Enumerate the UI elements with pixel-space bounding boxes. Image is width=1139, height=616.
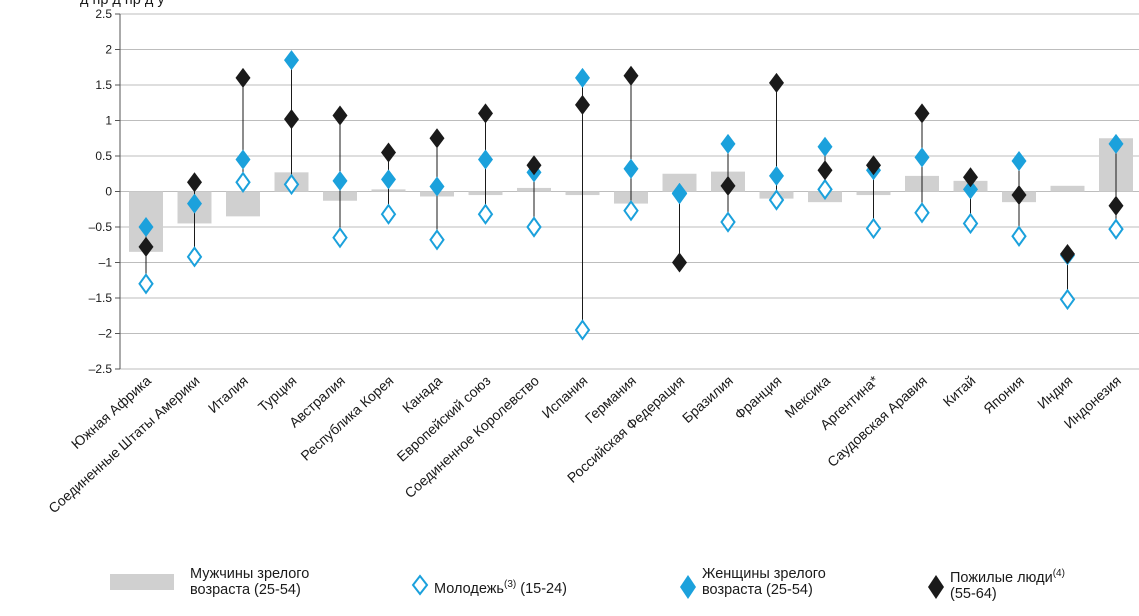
youth-point	[429, 229, 445, 251]
women-point	[478, 149, 493, 170]
women-point	[575, 67, 590, 88]
elderly-point	[429, 128, 445, 149]
elderly-point	[963, 167, 978, 188]
x-tick-label: Канада	[399, 372, 445, 416]
x-tick-label: Республика Корея	[297, 372, 396, 463]
elderly-point	[769, 72, 784, 93]
legend-label-elderly: Пожилые люди(4) (55-64)	[950, 568, 1065, 602]
y-tick-label: 2	[105, 43, 112, 57]
x-tick-label: Турция	[255, 372, 300, 415]
elderly-point	[575, 94, 590, 115]
legend-item-youth: Молодежь(3) (15-24)	[410, 566, 567, 597]
elderly-point	[235, 67, 251, 88]
open-diamond-icon	[411, 574, 429, 596]
youth-point	[623, 199, 639, 222]
elderly-point	[623, 65, 639, 86]
y-tick-label: 0.5	[95, 149, 112, 163]
women-point	[914, 147, 930, 168]
black-diamond-icon	[928, 575, 944, 599]
x-tick-label: Китай	[940, 372, 979, 409]
youth-point	[1011, 225, 1027, 247]
elderly-point	[1011, 185, 1027, 206]
youth-point	[865, 217, 882, 240]
y-tick-label: –2	[99, 327, 113, 341]
youth-point	[817, 178, 833, 201]
youth-point	[138, 273, 154, 295]
youth-point	[380, 203, 397, 225]
women-point	[381, 169, 396, 190]
youth-point	[720, 211, 736, 233]
youth-point	[914, 202, 930, 224]
elderly-point	[866, 155, 881, 176]
elderly-point	[138, 236, 154, 257]
women-point	[963, 179, 978, 200]
x-tick-label: Италия	[205, 372, 251, 416]
caption-fragment: д пр д пр д у	[80, 0, 165, 8]
y-tick-label: 2.5	[95, 7, 112, 21]
youth-point	[574, 319, 591, 341]
women-point	[1011, 150, 1027, 171]
elderly-point	[187, 172, 202, 193]
legend-item-men: Мужчины зрелого возраста (25-54)	[110, 566, 309, 598]
youth-point	[186, 246, 203, 268]
elderly-point	[914, 103, 930, 124]
legend-swatch-men	[110, 574, 174, 590]
legend-item-elderly: Пожилые люди(4) (55-64)	[926, 566, 1065, 602]
youth-point	[1059, 288, 1076, 311]
y-tick-label: –0.5	[89, 220, 113, 234]
youth-point	[526, 216, 542, 238]
women-point	[672, 182, 687, 203]
youth-point	[283, 173, 300, 196]
y-tick-label: –1.5	[89, 291, 113, 305]
x-tick-label: Франция	[731, 372, 784, 422]
bar	[1050, 185, 1085, 192]
y-tick-label: –2.5	[89, 362, 113, 376]
women-point	[187, 193, 202, 214]
youth-point	[1108, 218, 1124, 240]
bar	[226, 191, 260, 217]
women-point	[769, 165, 784, 186]
elderly-point	[526, 155, 542, 176]
women-point	[1108, 133, 1124, 154]
legend-label-women: Женщины зрелого возраста (25-54)	[702, 566, 826, 598]
women-point	[138, 217, 154, 237]
women-point	[284, 50, 299, 71]
women-point	[720, 133, 736, 154]
filled-diamond-icon	[680, 575, 696, 599]
youth-point	[768, 189, 785, 211]
x-tick-label: Япония	[980, 372, 1027, 416]
legend: Мужчины зрелого возраста (25-54) Молодеж…	[0, 566, 1139, 611]
elderly-point	[1108, 195, 1124, 216]
women-point	[429, 176, 445, 197]
x-tick-label: Южная Африка	[68, 372, 154, 452]
y-tick-label: 1.5	[95, 78, 112, 92]
youth-point	[235, 171, 251, 193]
women-point	[235, 149, 251, 170]
youth-point	[962, 212, 979, 235]
women-point	[623, 158, 639, 179]
legend-label-youth: Молодежь(3) (15-24)	[434, 579, 567, 597]
elderly-point	[1060, 243, 1075, 264]
elderly-point	[332, 105, 348, 126]
women-point	[332, 170, 348, 191]
elderly-point	[381, 142, 396, 163]
y-tick-label: –1	[99, 256, 113, 270]
elderly-point	[284, 109, 299, 130]
legend-label-men: Мужчины зрелого возраста (25-54)	[190, 566, 310, 598]
legend-item-women: Женщины зрелого возраста (25-54)	[678, 566, 826, 600]
y-tick-label: 0	[105, 185, 112, 199]
x-tick-label: Бразилия	[679, 372, 736, 426]
elderly-point	[478, 103, 493, 124]
bar	[662, 173, 697, 192]
x-tick-label: Индия	[1034, 372, 1075, 412]
y-tick-label: 1	[105, 114, 112, 128]
elderly-point	[672, 252, 687, 273]
elderly-point	[817, 160, 833, 181]
youth-point	[332, 226, 348, 249]
women-point	[817, 136, 833, 157]
elderly-point	[720, 175, 736, 196]
youth-point	[477, 203, 494, 225]
